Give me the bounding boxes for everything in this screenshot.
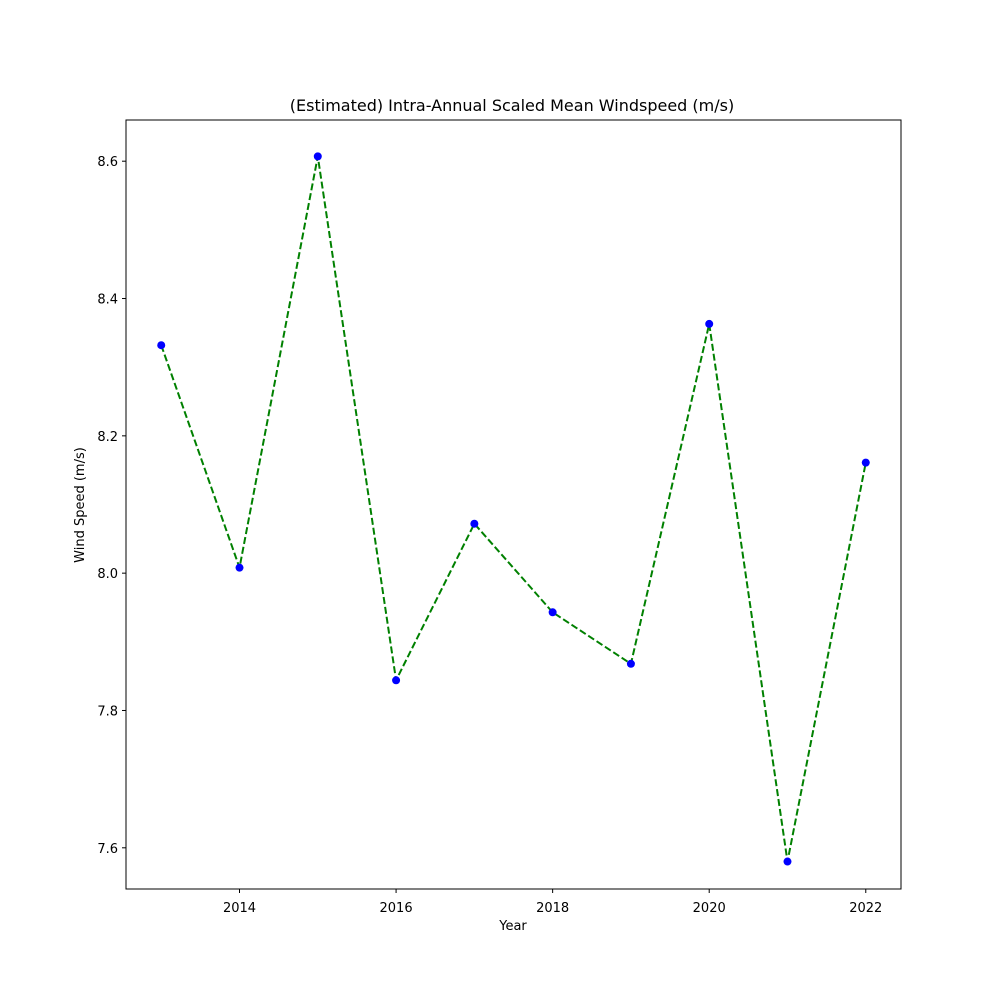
data-point xyxy=(705,319,714,328)
data-point xyxy=(783,857,792,866)
y-tick-label: 8.2 xyxy=(97,430,118,445)
y-tick-label: 8.0 xyxy=(97,567,118,582)
x-axis-label: Year xyxy=(498,919,527,934)
data-point xyxy=(861,458,870,467)
series-layer xyxy=(157,152,870,866)
data-point xyxy=(313,152,322,161)
x-tick-label: 2016 xyxy=(380,901,413,916)
y-tick-label: 8.4 xyxy=(97,293,118,308)
y-axis-label: Wind Speed (m/s) xyxy=(73,447,88,563)
x-tick-label: 2022 xyxy=(849,901,882,916)
data-point xyxy=(235,563,244,572)
data-point xyxy=(470,519,479,528)
data-point xyxy=(548,608,557,617)
x-tick-label: 2020 xyxy=(693,901,726,916)
data-point xyxy=(392,676,401,685)
data-point xyxy=(626,659,635,668)
y-tick-label: 7.6 xyxy=(97,842,118,857)
chart-title: (Estimated) Intra-Annual Scaled Mean Win… xyxy=(290,96,734,115)
plot-area-frame xyxy=(125,119,902,890)
x-tick-label: 2014 xyxy=(223,901,256,916)
x-tick-label: 2018 xyxy=(536,901,569,916)
x-axis: 2014 2016 2018 2020 2022 xyxy=(223,889,882,916)
y-axis: 7.6 7.8 8.0 8.2 8.4 8.6 xyxy=(97,155,126,857)
series-line xyxy=(160,156,867,862)
y-tick-label: 7.8 xyxy=(97,704,118,719)
data-point xyxy=(157,341,166,350)
y-tick-label: 8.6 xyxy=(97,155,118,170)
